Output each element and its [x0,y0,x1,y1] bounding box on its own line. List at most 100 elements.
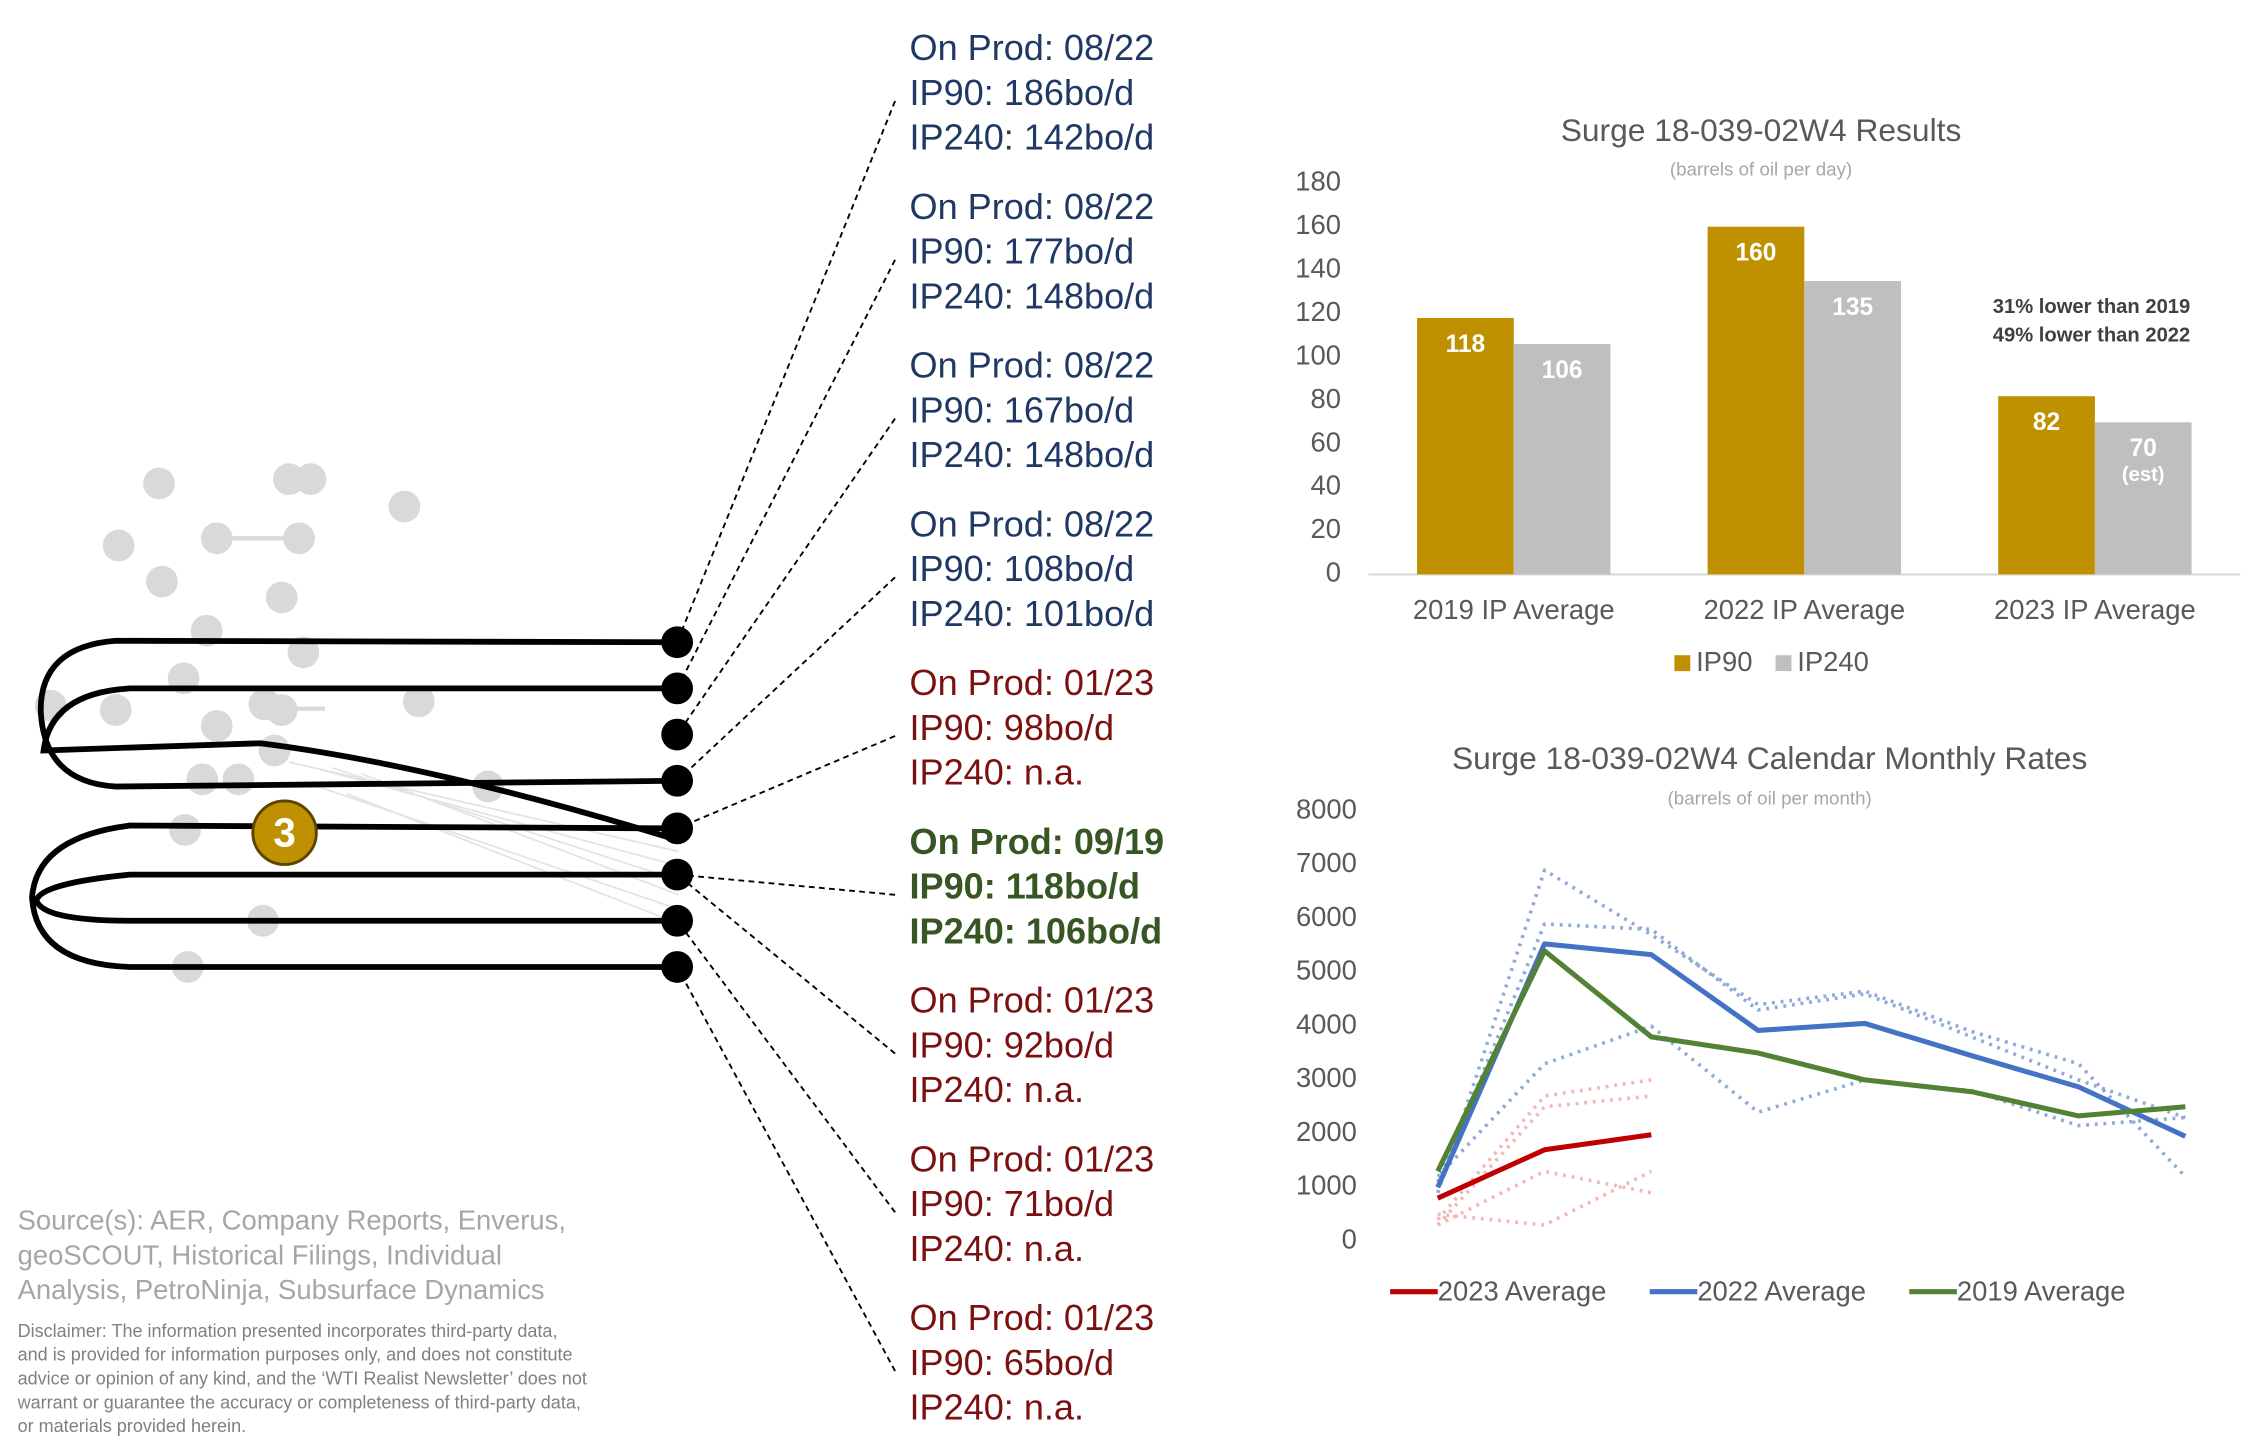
well-label: On Prod: 01/23 [910,662,1155,703]
disclaimer-line: or materials provided herein. [18,1416,247,1436]
bar [2094,422,2192,575]
bar-value-label: 160 [1736,240,1777,267]
y-tick-label: 140 [1295,252,1341,283]
offset-well [283,522,315,555]
disclaimer-line: advice or opinion of any kind, and the ‘… [18,1368,587,1388]
offset-well [388,490,421,523]
disclaimer-line: Disclaimer: The information presented in… [18,1321,558,1341]
legend-label: IP240 [1797,646,1869,677]
wellbore [33,871,678,924]
chart-subtitle: (barrels of oil per day) [1670,158,1852,179]
y-tick-label: 3000 [1296,1062,1357,1093]
y-tick-label: 8000 [1296,793,1357,824]
well-line [1436,1169,1652,1227]
source-line: Analysis, PetroNinja, Subsurface Dynamic… [18,1274,545,1305]
well-line [1436,1024,2186,1178]
offset-well [200,522,233,555]
well-label: IP240: n.a. [910,1387,1085,1428]
y-tick-label: 180 [1295,166,1341,197]
offset-well [146,565,178,598]
chart-title: Surge 18-039-02W4 Results [1561,112,1962,148]
well-label: IP90: 98bo/d [910,707,1115,748]
y-tick-label: 60 [1311,426,1341,457]
x-tick-label: 2019 IP Average [1413,594,1615,625]
well-label: IP240: 148bo/d [910,275,1155,316]
bar-value-label: 106 [1542,357,1583,384]
source-line: Source(s): AER, Company Reports, Enverus… [18,1205,566,1236]
chart-subtitle: (barrels of oil per month) [1668,788,1872,809]
wellbore [29,822,678,970]
average-line [1436,1132,1652,1201]
offset-well [265,581,298,614]
well-label: IP90: 108bo/d [910,548,1135,589]
offset-well [200,710,233,742]
legend-swatch [1775,655,1792,672]
wellbore [40,685,679,843]
well-label: On Prod: 08/22 [910,345,1155,386]
y-tick-label: 100 [1295,339,1341,370]
bar-value-label: 82 [2033,409,2060,436]
y-tick-label: 120 [1295,296,1341,327]
legend-label: 2022 Average [1697,1275,1866,1306]
y-tick-label: 2000 [1296,1116,1357,1147]
annotation: 49% lower than 2022 [1993,325,2190,347]
well-label: IP240: 142bo/d [910,117,1155,158]
lease-line [346,792,679,925]
y-tick-label: 1000 [1296,1170,1357,1201]
x-tick-label: 2022 IP Average [1703,594,1905,625]
lease-line [317,785,679,911]
legend-label: 2023 Average [1438,1275,1607,1306]
offset-well [287,636,320,669]
well-label: On Prod: 01/23 [910,980,1155,1021]
label-leader [676,873,896,1055]
average-line [1435,941,2187,1189]
well-label: IP90: 65bo/d [910,1342,1115,1383]
well-heel [661,672,694,705]
bar-note: (est) [2122,464,2165,486]
y-tick-label: 0 [1342,1223,1357,1254]
well-label: IP90: 167bo/d [910,389,1135,430]
y-tick-label: 20 [1311,513,1341,544]
offset-well [258,734,291,767]
x-tick-label: 2023 IP Average [1994,594,2196,625]
well-label: On Prod: 08/22 [910,503,1155,544]
disclaimer-line: warrant or guarantee the accuracy or com… [17,1392,581,1412]
chart-title: Surge 18-039-02W4 Calendar Monthly Rates [1452,740,2087,776]
well-label: IP90: 177bo/d [910,231,1135,272]
y-tick-label: 40 [1311,470,1341,501]
well-heel [661,626,694,659]
well-label: On Prod: 01/23 [910,1138,1155,1179]
well-heel [661,858,694,891]
label-leader [676,100,896,643]
legend-swatch [1674,655,1691,672]
y-tick-label: 6000 [1296,901,1357,932]
bar [1804,281,1902,575]
offset-well [99,694,132,726]
y-tick-label: 4000 [1296,1008,1357,1039]
bar-value-label: 135 [1832,294,1873,321]
well-label: On Prod: 08/22 [910,186,1155,227]
well-label: IP90: 92bo/d [910,1024,1115,1065]
well-label: On Prod: 01/23 [910,1297,1155,1338]
bar [1513,344,1611,575]
well-line [1436,922,2186,1183]
well-label: IP240: 101bo/d [910,593,1155,634]
results-chart: Surge 18-039-02W4 Results (barrels of oil… [1295,112,2241,677]
monthly-rates-chart: Surge 18-039-02W4 Calendar Monthly Rates… [1296,740,2187,1306]
well-line [1436,1078,1652,1221]
well-label: IP240: 106bo/d [910,910,1163,951]
source-notes: Source(s): AER, Company Reports, Enverus… [17,1205,587,1436]
well-label: On Prod: 08/22 [910,27,1155,68]
disclaimer-line: and is provided for information purposes… [18,1345,573,1365]
bar [1998,396,2095,575]
y-tick-label: 160 [1295,209,1341,240]
label-leader [676,735,896,830]
offset-well [402,685,435,718]
well-label: IP90: 186bo/d [910,72,1135,113]
well-line [1437,1169,1653,1227]
wellbore [37,637,678,790]
bar [1707,226,1805,575]
offset-well [169,813,201,846]
offset-well [294,463,327,496]
